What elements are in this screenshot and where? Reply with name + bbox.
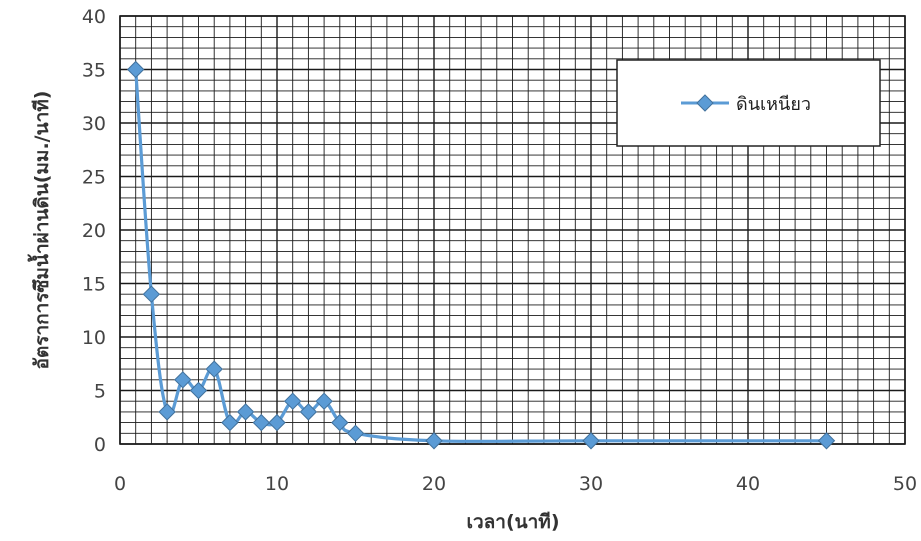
y-tick-label: 20 <box>82 220 106 242</box>
data-point-marker <box>331 413 349 432</box>
data-point-marker <box>582 432 600 450</box>
y-tick-label: 0 <box>94 434 106 456</box>
legend: ดินเหนียว <box>616 59 881 147</box>
y-tick-label: 10 <box>82 327 106 349</box>
data-point-marker <box>189 381 208 400</box>
y-tick-label: 15 <box>82 274 106 296</box>
y-tick-label: 25 <box>82 167 106 189</box>
data-point-marker <box>205 360 223 378</box>
data-point-marker <box>221 413 239 432</box>
x-tick-label: 30 <box>579 473 603 495</box>
y-tick-label: 35 <box>82 60 106 82</box>
series-layer <box>126 60 836 450</box>
legend-label: ดินเหนียว <box>736 94 811 115</box>
x-tick-label: 20 <box>422 473 446 495</box>
y-axis-title: อัตราการซึมน้ำผ่านดิน(มม./นาที) <box>27 91 53 370</box>
tick-labels: 0 5 10 15 20 25 30 35 40 0 10 20 30 40 50 <box>82 6 917 495</box>
data-point-marker <box>236 403 255 421</box>
data-point-marker <box>174 371 192 389</box>
plot-frame <box>119 15 906 445</box>
data-point-marker <box>158 403 176 421</box>
data-point-marker <box>142 285 161 303</box>
x-axis-title: เวลา(นาที) <box>466 511 559 533</box>
data-point-marker <box>299 403 318 421</box>
x-tick-label: 50 <box>893 473 917 495</box>
y-tick-label: 5 <box>94 381 106 403</box>
data-point-marker <box>817 432 836 450</box>
x-tick-label: 40 <box>736 473 760 495</box>
data-point-marker <box>283 392 302 410</box>
data-point-marker <box>268 413 286 432</box>
data-point-marker <box>425 432 443 450</box>
x-tick-label: 10 <box>265 473 289 495</box>
y-tick-label: 40 <box>82 6 106 28</box>
data-point-marker <box>126 60 145 79</box>
legend-marker-diamond-icon <box>696 94 714 112</box>
data-point-marker <box>315 392 333 410</box>
data-point-marker <box>252 413 271 432</box>
x-tick-label: 0 <box>114 473 126 495</box>
grid-lines <box>119 15 906 445</box>
legend-box <box>616 59 881 147</box>
y-tick-label: 30 <box>82 113 106 135</box>
axes <box>119 15 906 445</box>
data-point-marker <box>346 424 365 443</box>
